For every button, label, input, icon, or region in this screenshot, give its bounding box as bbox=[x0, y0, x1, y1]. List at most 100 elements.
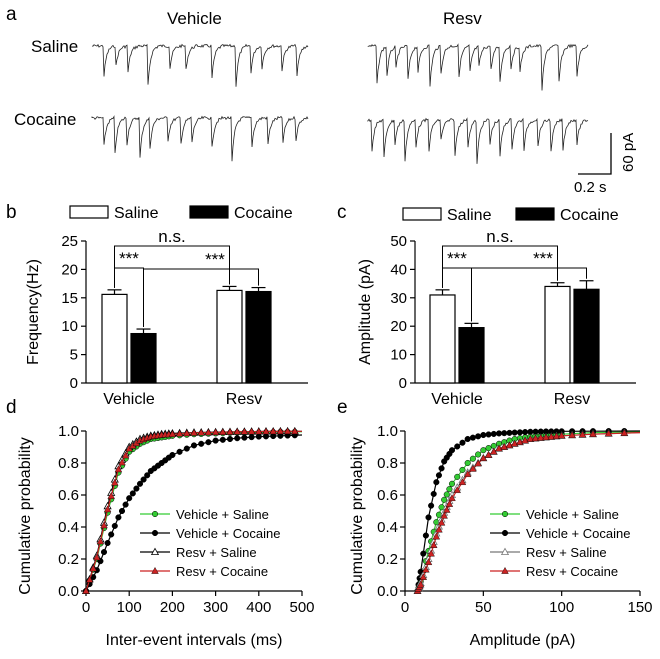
data-point bbox=[424, 558, 433, 565]
data-point bbox=[469, 464, 477, 472]
data-point bbox=[183, 429, 191, 437]
data-point bbox=[463, 470, 472, 477]
data-point bbox=[430, 490, 437, 497]
significance-bracket bbox=[114, 245, 230, 288]
scale-current-label: 60 pA bbox=[620, 133, 637, 172]
bar-cocaine-resv bbox=[573, 288, 600, 384]
legend-label-cocaine: Cocaine bbox=[560, 207, 619, 224]
y-tick-label: 0.0 bbox=[58, 583, 79, 600]
data-point bbox=[241, 434, 248, 441]
data-point bbox=[291, 427, 299, 435]
data-point bbox=[428, 502, 435, 509]
data-point bbox=[140, 476, 147, 483]
data-point bbox=[475, 451, 482, 458]
data-point bbox=[516, 429, 523, 436]
x-tick-label: 400 bbox=[246, 599, 271, 616]
legend-label: Vehicle + Saline bbox=[526, 507, 619, 522]
data-point bbox=[459, 466, 466, 473]
data-point bbox=[211, 428, 220, 436]
data-point bbox=[190, 442, 198, 449]
data-point bbox=[480, 447, 487, 454]
data-point bbox=[276, 427, 285, 435]
x-tick-label: 500 bbox=[289, 599, 314, 616]
data-point bbox=[435, 525, 443, 533]
data-point bbox=[501, 430, 508, 437]
data-point bbox=[247, 427, 256, 435]
x-tick-label: Resv bbox=[554, 391, 590, 408]
data-point bbox=[448, 480, 456, 487]
data-point bbox=[219, 428, 227, 435]
data-point bbox=[469, 455, 476, 462]
data-point bbox=[176, 448, 183, 455]
x-tick-label: 50 bbox=[475, 599, 492, 616]
data-point bbox=[248, 434, 255, 441]
data-point bbox=[440, 511, 448, 519]
data-point bbox=[82, 586, 90, 594]
legend-label: Vehicle + Cocaine bbox=[526, 526, 630, 541]
trace bbox=[91, 115, 309, 162]
data-point bbox=[464, 435, 471, 443]
legend-label-saline: Saline bbox=[447, 207, 492, 224]
data-point bbox=[578, 430, 587, 438]
legend-swatch-cocaine bbox=[515, 207, 555, 221]
data-point bbox=[485, 431, 492, 438]
scale-bar bbox=[578, 133, 612, 175]
data-point bbox=[557, 431, 566, 439]
data-point bbox=[432, 532, 441, 540]
data-point bbox=[464, 459, 471, 467]
x-tick-label: 0 bbox=[82, 599, 90, 616]
legend-label-saline: Saline bbox=[114, 205, 159, 222]
legend-swatch-saline bbox=[69, 205, 109, 219]
data-point bbox=[103, 505, 112, 513]
y-tick-label: 20 bbox=[390, 318, 407, 335]
significance-label: n.s. bbox=[158, 227, 185, 246]
bar-saline-vehicle bbox=[429, 294, 456, 384]
data-point bbox=[438, 465, 445, 472]
data-point bbox=[443, 505, 451, 513]
data-point bbox=[446, 486, 453, 493]
scale-time-label: 0.2 s bbox=[574, 179, 607, 196]
x-tick-label: 100 bbox=[549, 599, 574, 616]
data-point bbox=[96, 537, 105, 545]
data-point bbox=[485, 445, 492, 452]
data-point bbox=[136, 480, 144, 487]
y-tick-label: 0.8 bbox=[377, 455, 398, 472]
y-tick-label: 40 bbox=[390, 261, 407, 278]
data-point bbox=[501, 529, 509, 537]
panel-label-d: d bbox=[6, 397, 17, 418]
data-point bbox=[552, 432, 561, 440]
y-tick-label: 0.8 bbox=[58, 455, 79, 472]
data-point bbox=[490, 430, 497, 437]
data-point bbox=[522, 429, 529, 436]
data-point bbox=[151, 510, 159, 518]
data-point bbox=[526, 434, 535, 442]
data-point bbox=[129, 490, 136, 497]
data-point bbox=[419, 573, 428, 580]
trace bbox=[367, 117, 589, 164]
data-point bbox=[454, 473, 461, 480]
panel-label-c: c bbox=[337, 202, 347, 223]
data-point bbox=[205, 439, 212, 446]
series-vehicle-cocaine bbox=[414, 428, 641, 595]
data-point bbox=[459, 439, 466, 446]
data-point bbox=[283, 427, 292, 435]
y-axis-label: Amplitude (pA) bbox=[357, 259, 374, 365]
data-point bbox=[547, 432, 555, 440]
cumulative-plot-amplitude: 0.0 0.2 0.4 0.6 0.8 1.0 0 50 100 150 Cumulative pr… bbox=[349, 423, 653, 649]
data-point bbox=[568, 431, 576, 439]
data-point bbox=[255, 433, 262, 440]
data-point bbox=[111, 522, 118, 529]
x-tick-label: 300 bbox=[203, 599, 228, 616]
data-point bbox=[501, 510, 509, 518]
legend-label: Vehicle + Cocaine bbox=[176, 526, 280, 541]
panel-label-b: b bbox=[6, 202, 17, 223]
y-tick-label: 1.0 bbox=[58, 423, 79, 440]
bar-saline-resv bbox=[216, 289, 243, 384]
legend-label: Resv + Cocaine bbox=[526, 564, 618, 579]
data-point bbox=[89, 564, 97, 572]
significance-bracket bbox=[442, 245, 558, 288]
significance-label: *** bbox=[447, 249, 467, 268]
data-point bbox=[458, 478, 467, 485]
data-point bbox=[100, 521, 108, 529]
